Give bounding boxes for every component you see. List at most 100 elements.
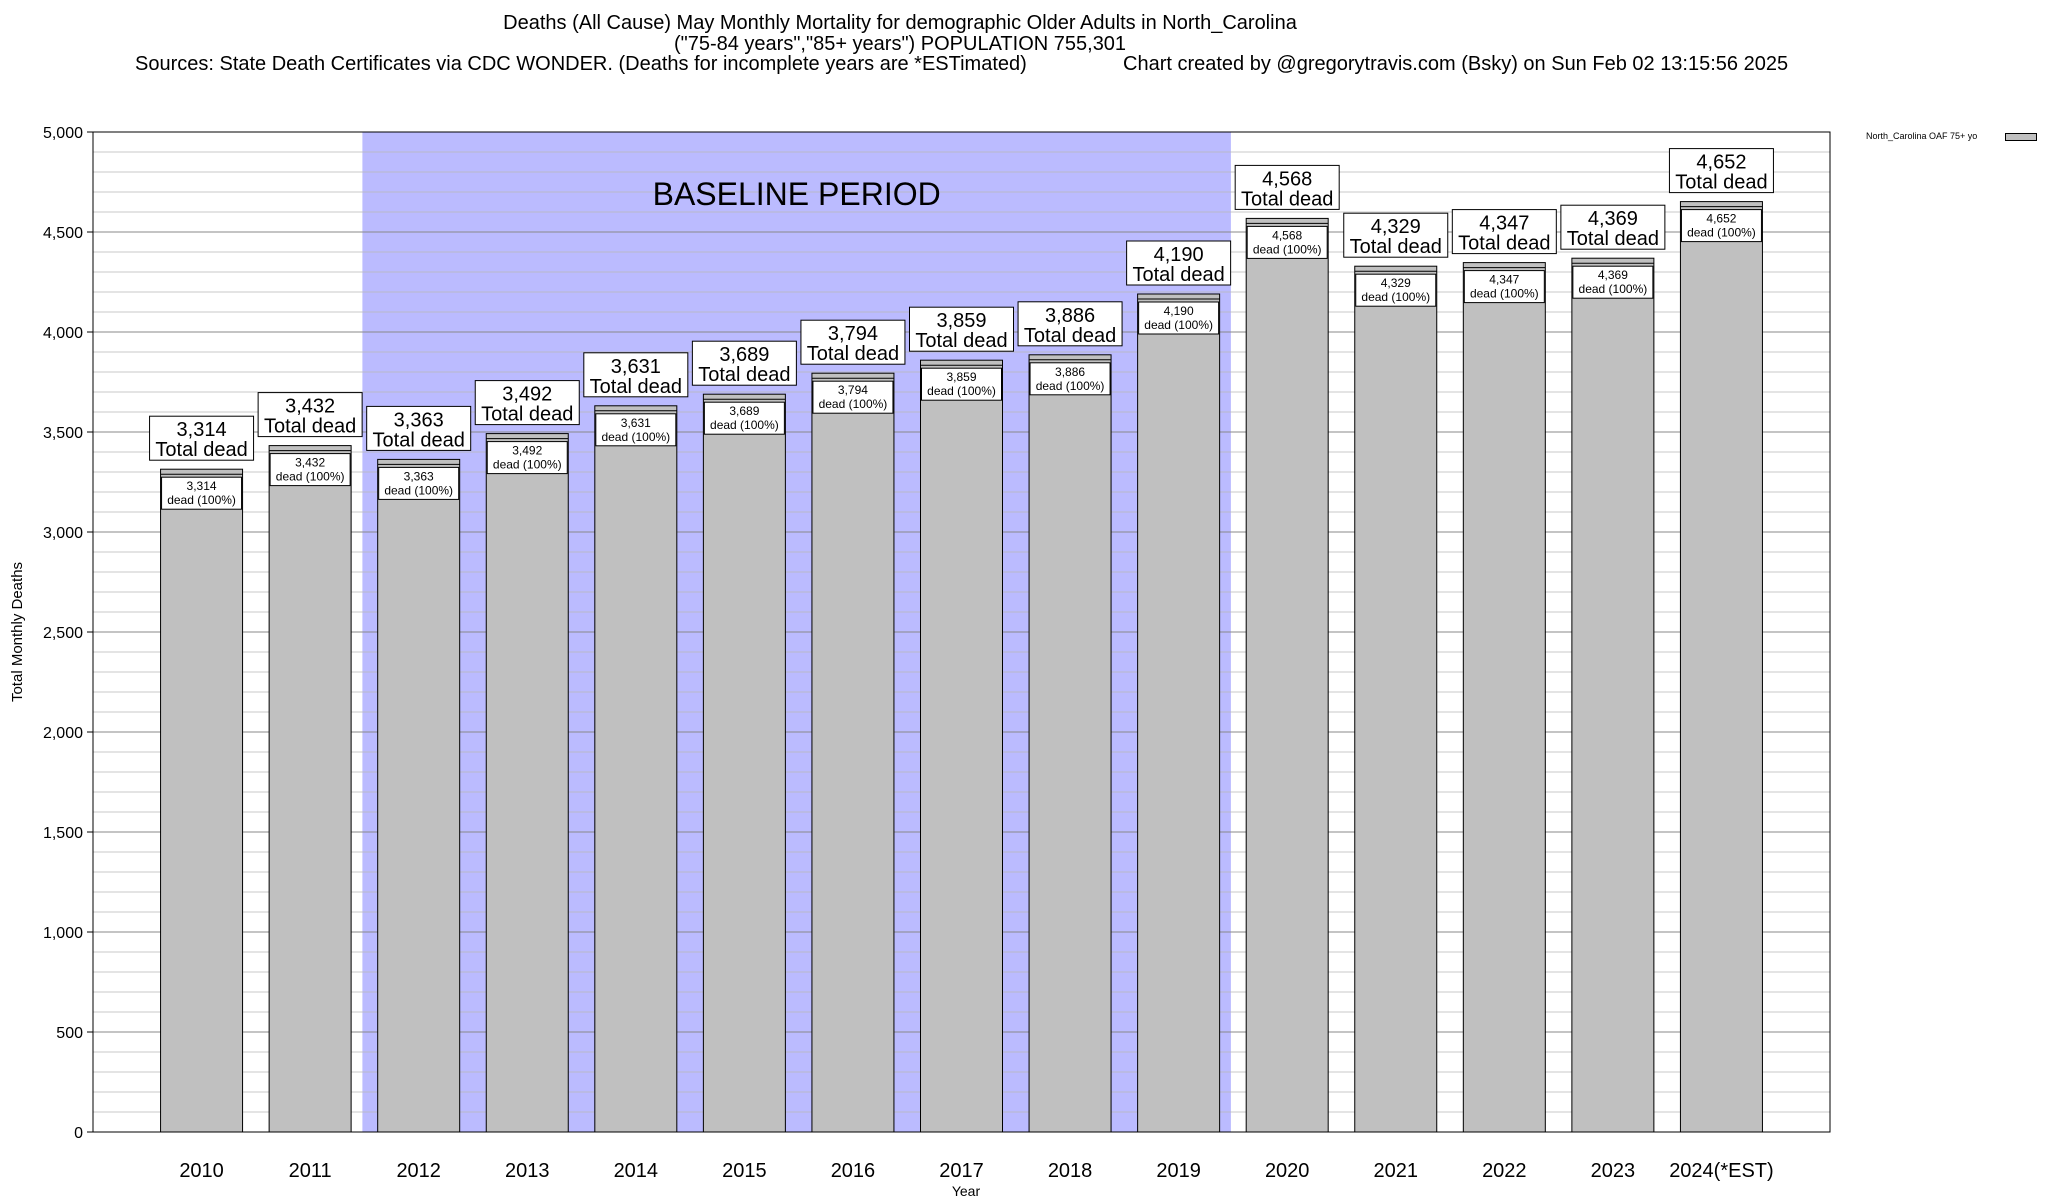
bar-inner-dead-label: dead (100%)	[1470, 287, 1539, 301]
bar-inner-dead-label: dead (100%)	[384, 483, 453, 497]
baseline-period-label: BASELINE PERIOD	[653, 176, 941, 212]
bar	[160, 468, 244, 1133]
bar-total-caption: Total dead	[1567, 228, 1659, 250]
bar-total-caption: Total dead	[915, 330, 1007, 352]
bar-total-value-label: 3,314	[177, 419, 227, 441]
bar-total-value-label: 4,190	[1154, 244, 1204, 266]
inner-label-box	[1138, 301, 1220, 335]
plot-frame	[92, 131, 1831, 1133]
y-tick-label: 1,500	[43, 825, 83, 842]
bar	[594, 405, 678, 1133]
inner-label-box	[378, 466, 460, 500]
bar-total-value-label: 4,347	[1479, 213, 1529, 235]
total-label-box	[583, 352, 689, 398]
x-tick-label: 2011	[289, 1160, 332, 1182]
total-label-box	[1451, 209, 1557, 255]
total-label-box	[149, 415, 255, 461]
inner-label-box	[921, 367, 1002, 401]
inner-label-box	[269, 453, 351, 487]
x-tick-label: 2018	[1048, 1160, 1093, 1182]
y-tick-label: 2,000	[43, 725, 83, 742]
total-label-box	[1234, 164, 1340, 210]
inner-label-box	[1680, 209, 1762, 243]
bar	[1245, 217, 1329, 1133]
bar-inner-dead-label: dead (100%)	[1253, 242, 1322, 256]
bar-total-value-label: 4,369	[1588, 208, 1638, 230]
x-tick-label: 2012	[396, 1160, 441, 1182]
bar-inner-value-label: 3,432	[295, 456, 325, 470]
bar-total-value-label: 3,631	[611, 356, 661, 378]
bar-inner-dead-label: dead (100%)	[1687, 226, 1756, 240]
x-tick-label: 2013	[505, 1160, 550, 1182]
bar-total-caption: Total dead	[1132, 264, 1224, 286]
x-tick-label: 2014	[614, 1160, 659, 1182]
bar-inner-dead-label: dead (100%)	[1036, 379, 1105, 393]
bar	[1462, 262, 1546, 1133]
total-label-box	[1668, 148, 1774, 194]
bar-inner-dead-label: dead (100%)	[927, 384, 996, 398]
bar-inner-value-label: 4,369	[1598, 268, 1628, 282]
bar-inner-value-label: 4,347	[1489, 273, 1519, 287]
bar-total-value-label: 3,794	[828, 323, 878, 345]
bar-inner-dead-label: dead (100%)	[1144, 318, 1213, 332]
bar-total-caption: Total dead	[373, 429, 465, 451]
total-label-box	[1126, 240, 1232, 286]
bar-inner-value-label: 4,568	[1272, 228, 1302, 242]
bar-inner-value-label: 3,631	[621, 416, 651, 430]
x-tick-label: 2015	[722, 1160, 767, 1182]
bar	[1571, 257, 1655, 1133]
bar-inner-value-label: 4,652	[1706, 212, 1736, 226]
bar-inner-value-label: 4,190	[1164, 304, 1194, 318]
inner-label-box	[161, 476, 243, 510]
chart-source-note: Sources: State Death Certificates via CD…	[135, 53, 1027, 75]
x-tick-label: 2022	[1482, 1160, 1527, 1182]
total-label-box	[366, 405, 472, 451]
y-tick-label: 5,000	[43, 125, 83, 142]
bar-total-caption: Total dead	[698, 364, 790, 386]
bar-total-caption: Total dead	[1350, 236, 1442, 258]
total-label-box	[691, 340, 797, 386]
total-label-box	[1560, 204, 1666, 250]
bar-inner-dead-label: dead (100%)	[493, 458, 562, 472]
bar-inner-dead-label: dead (100%)	[276, 470, 345, 484]
bar-total-caption: Total dead	[481, 404, 573, 426]
y-tick-label: 0	[74, 1125, 83, 1142]
chart-credit-note: Chart created by @gregorytravis.com (Bsk…	[1123, 53, 1789, 75]
inner-label-box	[703, 401, 785, 435]
y-tick-label: 3,500	[43, 425, 83, 442]
x-tick-label: 2016	[831, 1160, 876, 1182]
total-label-box	[909, 306, 1014, 352]
bar	[377, 458, 461, 1133]
inner-label-box	[1463, 270, 1545, 304]
inner-label-box	[1029, 362, 1111, 396]
bar-total-caption: Total dead	[155, 439, 247, 461]
bar	[1354, 265, 1438, 1133]
bar-total-caption: Total dead	[590, 376, 682, 398]
bar-inner-value-label: 3,314	[187, 479, 217, 493]
chart-subtitle: ("75-84 years","85+ years") POPULATION 7…	[673, 33, 1127, 55]
inner-label-box	[812, 380, 894, 414]
bar	[920, 359, 1003, 1133]
bar-total-value-label: 3,689	[719, 344, 769, 366]
bar-total-value-label: 3,363	[394, 409, 444, 431]
total-label-box	[1017, 301, 1123, 347]
inner-label-box	[1572, 265, 1654, 299]
inner-label-box	[1246, 225, 1328, 259]
bar-total-caption: Total dead	[1675, 172, 1767, 194]
x-tick-label: 2023	[1591, 1160, 1636, 1182]
bar-inner-dead-label: dead (100%)	[819, 397, 888, 411]
x-tick-label: 2024(*EST)	[1669, 1160, 1774, 1182]
bar-inner-value-label: 4,329	[1381, 276, 1411, 290]
x-tick-label: 2010	[179, 1160, 224, 1182]
bar-total-value-label: 3,492	[502, 384, 552, 406]
bar-total-value-label: 3,432	[285, 396, 335, 418]
bar-inner-dead-label: dead (100%)	[1361, 290, 1430, 304]
bar-inner-value-label: 3,689	[729, 404, 759, 418]
bar-inner-dead-label: dead (100%)	[710, 418, 779, 432]
bar-total-caption: Total dead	[1241, 188, 1333, 210]
bar-total-value-label: 4,568	[1262, 168, 1312, 190]
bar	[485, 433, 569, 1133]
inner-label-box	[486, 441, 568, 475]
bar-total-value-label: 4,652	[1696, 152, 1746, 174]
